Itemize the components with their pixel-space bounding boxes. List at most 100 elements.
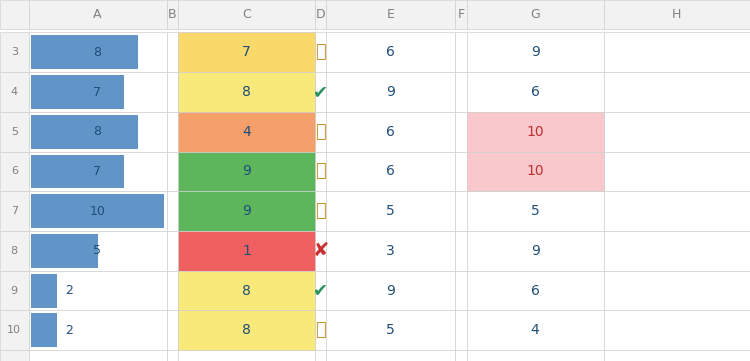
Bar (455, 271, 466, 310)
Bar (466, 152, 604, 191)
Bar (178, 152, 315, 191)
Bar (31, 313, 58, 347)
Text: B: B (168, 8, 176, 21)
Bar (315, 310, 326, 350)
Bar (326, 310, 455, 350)
Bar (604, 231, 750, 271)
Bar (28, 112, 166, 152)
Text: 1: 1 (242, 244, 250, 258)
Bar (0, 72, 28, 112)
Bar (315, 0, 326, 29)
Bar (455, 112, 466, 152)
Text: 4: 4 (531, 323, 539, 337)
Bar (178, 112, 315, 152)
Text: E: E (387, 8, 394, 21)
Bar (0, 191, 28, 231)
Text: 7: 7 (10, 206, 18, 216)
Bar (28, 152, 166, 191)
Bar (178, 72, 315, 112)
Bar (466, 310, 604, 350)
Bar (455, 32, 466, 72)
Text: 6: 6 (10, 166, 18, 177)
Bar (326, 152, 455, 191)
Text: 10: 10 (526, 125, 544, 139)
Text: 7: 7 (94, 86, 101, 99)
Bar (31, 75, 124, 109)
Bar (466, 191, 604, 231)
Text: 3: 3 (386, 244, 395, 258)
Bar (178, 32, 315, 72)
Text: 7: 7 (242, 45, 250, 59)
Text: 6: 6 (386, 125, 395, 139)
Text: ✔: ✔ (313, 83, 328, 101)
Bar (166, 231, 178, 271)
Text: 3: 3 (10, 47, 18, 57)
Text: 8: 8 (94, 46, 101, 59)
Bar (0, 112, 28, 152)
Bar (455, 191, 466, 231)
Bar (178, 152, 315, 191)
Bar (466, 32, 604, 72)
Text: 2: 2 (65, 324, 73, 337)
Text: 9: 9 (386, 85, 395, 99)
Text: 9: 9 (386, 284, 395, 297)
Text: 9: 9 (242, 204, 250, 218)
Text: 6: 6 (386, 165, 395, 178)
Bar (178, 191, 315, 231)
Bar (28, 271, 166, 310)
Bar (178, 231, 315, 271)
Bar (326, 191, 455, 231)
Text: H: H (672, 8, 682, 21)
Bar (166, 0, 178, 29)
Bar (326, 72, 455, 112)
Text: F: F (458, 8, 464, 21)
Bar (455, 0, 466, 29)
Text: 10: 10 (8, 325, 21, 335)
Bar (31, 115, 137, 149)
Bar (28, 32, 166, 72)
Bar (28, 310, 166, 350)
Text: ❕: ❕ (315, 43, 326, 61)
Bar (178, 271, 315, 310)
Text: 9: 9 (242, 165, 250, 178)
Text: 8: 8 (10, 246, 18, 256)
Bar (604, 152, 750, 191)
Text: 5: 5 (10, 127, 18, 137)
Bar (604, 72, 750, 112)
Bar (166, 112, 178, 152)
Bar (28, 191, 166, 231)
Bar (178, 32, 315, 72)
Bar (466, 112, 604, 191)
Bar (0, 152, 28, 191)
Bar (28, 231, 166, 271)
Bar (166, 152, 178, 191)
Bar (604, 191, 750, 231)
Text: 6: 6 (531, 284, 539, 297)
Bar (326, 0, 455, 29)
Bar (455, 231, 466, 271)
Bar (0, 32, 28, 72)
Bar (315, 231, 326, 271)
Bar (166, 72, 178, 112)
Bar (604, 310, 750, 350)
Text: 10: 10 (89, 205, 106, 218)
Text: ✔: ✔ (313, 282, 328, 300)
Text: 6: 6 (531, 85, 539, 99)
Bar (31, 35, 137, 69)
Bar (315, 271, 326, 310)
Text: 5: 5 (386, 323, 395, 337)
Bar (28, 350, 166, 361)
Bar (28, 72, 166, 112)
Bar (0, 231, 28, 271)
Text: ❕: ❕ (315, 321, 326, 339)
Text: D: D (316, 8, 326, 21)
Bar (0, 271, 28, 310)
Text: 4: 4 (242, 125, 250, 139)
Bar (455, 350, 466, 361)
Bar (31, 274, 58, 308)
Text: 8: 8 (242, 284, 250, 297)
Text: 4: 4 (10, 87, 18, 97)
Text: 5: 5 (531, 204, 539, 218)
Text: C: C (242, 8, 250, 21)
Bar (178, 112, 315, 152)
